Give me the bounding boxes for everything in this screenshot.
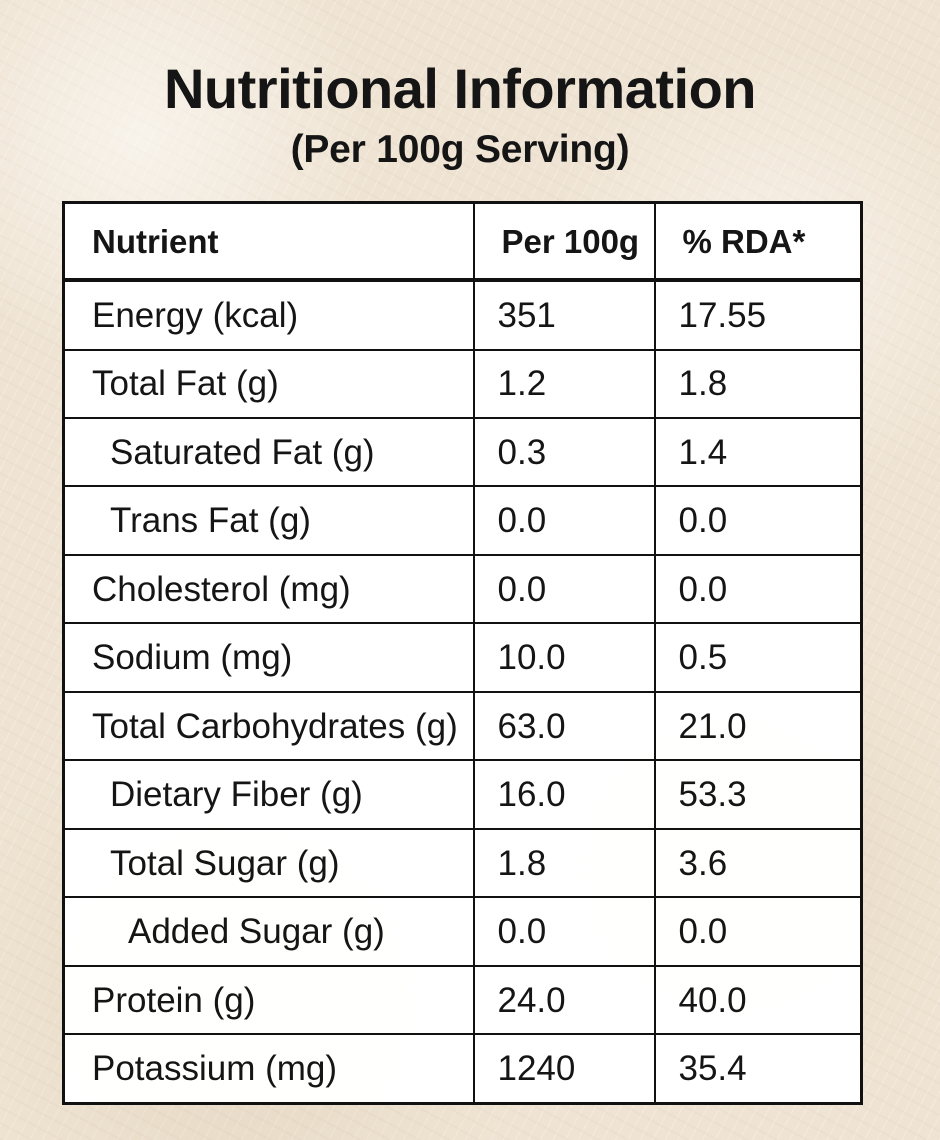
table-row: Total Sugar (g) 1.8 3.6 xyxy=(62,827,863,899)
page-subtitle: (Per 100g Serving) xyxy=(290,128,630,171)
rda-value: 35.4 xyxy=(653,1033,863,1105)
table-row: Sodium (mg) 10.0 0.5 xyxy=(62,622,863,693)
table-row: Trans Fat (g) 0.0 0.0 xyxy=(62,485,863,556)
table-row: Potassium (mg) 1240 35.4 xyxy=(62,1033,863,1105)
column-header-rda: % RDA* xyxy=(653,201,863,282)
rda-value: 3.6 xyxy=(653,827,863,899)
rda-value: 0.0 xyxy=(653,896,863,967)
per-100g-value: 351 xyxy=(472,279,656,351)
per-100g-value: 0.0 xyxy=(472,553,656,625)
rda-value: 21.0 xyxy=(653,690,863,762)
table-row: Saturated Fat (g) 0.3 1.4 xyxy=(62,416,863,488)
table-header-row: Nutrient Per 100g % RDA* xyxy=(62,201,863,282)
nutrient-name: Added Sugar (g) xyxy=(62,896,475,967)
rda-value: 0.0 xyxy=(653,553,863,625)
rda-value: 53.3 xyxy=(653,759,863,830)
per-100g-value: 1.2 xyxy=(472,348,656,419)
per-100g-value: 1240 xyxy=(472,1033,656,1105)
per-100g-value: 10.0 xyxy=(472,622,656,693)
nutrient-name: Total Fat (g) xyxy=(62,348,475,419)
table-row: Energy (kcal) 351 17.55 xyxy=(62,279,863,351)
column-header-nutrient: Nutrient xyxy=(62,201,475,282)
rda-value: 1.8 xyxy=(653,348,863,419)
table-row: Cholesterol (mg) 0.0 0.0 xyxy=(62,553,863,625)
rda-value: 17.55 xyxy=(653,279,863,351)
table-row: Total Fat (g) 1.2 1.8 xyxy=(62,348,863,419)
nutrient-name: Total Sugar (g) xyxy=(62,827,475,899)
nutrient-name: Potassium (mg) xyxy=(62,1033,475,1105)
table-row: Protein (g) 24.0 40.0 xyxy=(62,964,863,1036)
per-100g-value: 16.0 xyxy=(472,759,656,830)
per-100g-value: 24.0 xyxy=(472,964,656,1036)
rda-value: 40.0 xyxy=(653,964,863,1036)
nutrition-table: Nutrient Per 100g % RDA* Energy (kcal) 3… xyxy=(62,201,863,1105)
nutrient-name: Dietary Fiber (g) xyxy=(62,759,475,830)
nutrient-name: Saturated Fat (g) xyxy=(62,416,475,488)
nutrient-name: Trans Fat (g) xyxy=(62,485,475,556)
nutrient-name: Energy (kcal) xyxy=(62,279,475,351)
table-row: Total Carbohydrates (g) 63.0 21.0 xyxy=(62,690,863,762)
per-100g-value: 0.0 xyxy=(472,896,656,967)
per-100g-value: 0.0 xyxy=(472,485,656,556)
nutrient-name: Total Carbohydrates (g) xyxy=(62,690,475,762)
per-100g-value: 1.8 xyxy=(472,827,656,899)
per-100g-value: 63.0 xyxy=(472,690,656,762)
nutrient-name: Cholesterol (mg) xyxy=(62,553,475,625)
column-header-per-100g: Per 100g xyxy=(472,201,656,282)
rda-value: 0.0 xyxy=(653,485,863,556)
table-row: Added Sugar (g) 0.0 0.0 xyxy=(62,896,863,967)
rda-value: 0.5 xyxy=(653,622,863,693)
table-row: Dietary Fiber (g) 16.0 53.3 xyxy=(62,759,863,830)
nutrient-name: Sodium (mg) xyxy=(62,622,475,693)
page-title: Nutritional Information xyxy=(163,57,757,120)
rda-value: 1.4 xyxy=(653,416,863,488)
per-100g-value: 0.3 xyxy=(472,416,656,488)
nutrient-name: Protein (g) xyxy=(62,964,475,1036)
